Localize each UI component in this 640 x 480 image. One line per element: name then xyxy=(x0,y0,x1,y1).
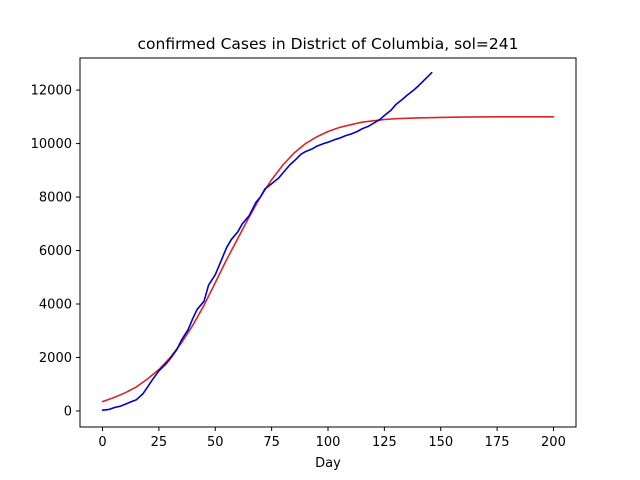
x-tick-label: 0 xyxy=(98,435,106,450)
y-tick-label: 4000 xyxy=(39,298,72,313)
y-tick-label: 12000 xyxy=(31,84,72,99)
x-tick-label: 150 xyxy=(428,435,453,450)
series-group xyxy=(101,71,555,412)
y-axis: 0 2000 4000 6000 8000 10000 12000 xyxy=(31,84,80,419)
chart-title: confirmed Cases in District of Columbia,… xyxy=(137,35,518,53)
y-tick-label: 8000 xyxy=(39,191,72,206)
y-tick-label: 6000 xyxy=(39,244,72,259)
x-tick-label: 75 xyxy=(263,435,280,450)
x-tick-label: 175 xyxy=(485,435,510,450)
y-tick-label: 10000 xyxy=(31,137,72,152)
x-axis: 0 25 50 75 100 125 150 175 200 xyxy=(98,427,566,450)
x-tick-label: 100 xyxy=(316,435,341,450)
y-tick-label: 2000 xyxy=(39,351,72,366)
series-line-blue xyxy=(101,71,433,412)
series-line-red xyxy=(101,116,555,403)
x-tick-label: 50 xyxy=(207,435,224,450)
x-axis-label: Day xyxy=(315,456,341,471)
x-tick-label: 25 xyxy=(151,435,168,450)
y-tick-label: 0 xyxy=(64,404,72,419)
x-tick-label: 125 xyxy=(372,435,397,450)
x-tick-label: 200 xyxy=(541,435,566,450)
plot-area: 0 25 50 75 100 125 150 175 200 0 2000 4000 6000 8000… xyxy=(31,57,577,450)
